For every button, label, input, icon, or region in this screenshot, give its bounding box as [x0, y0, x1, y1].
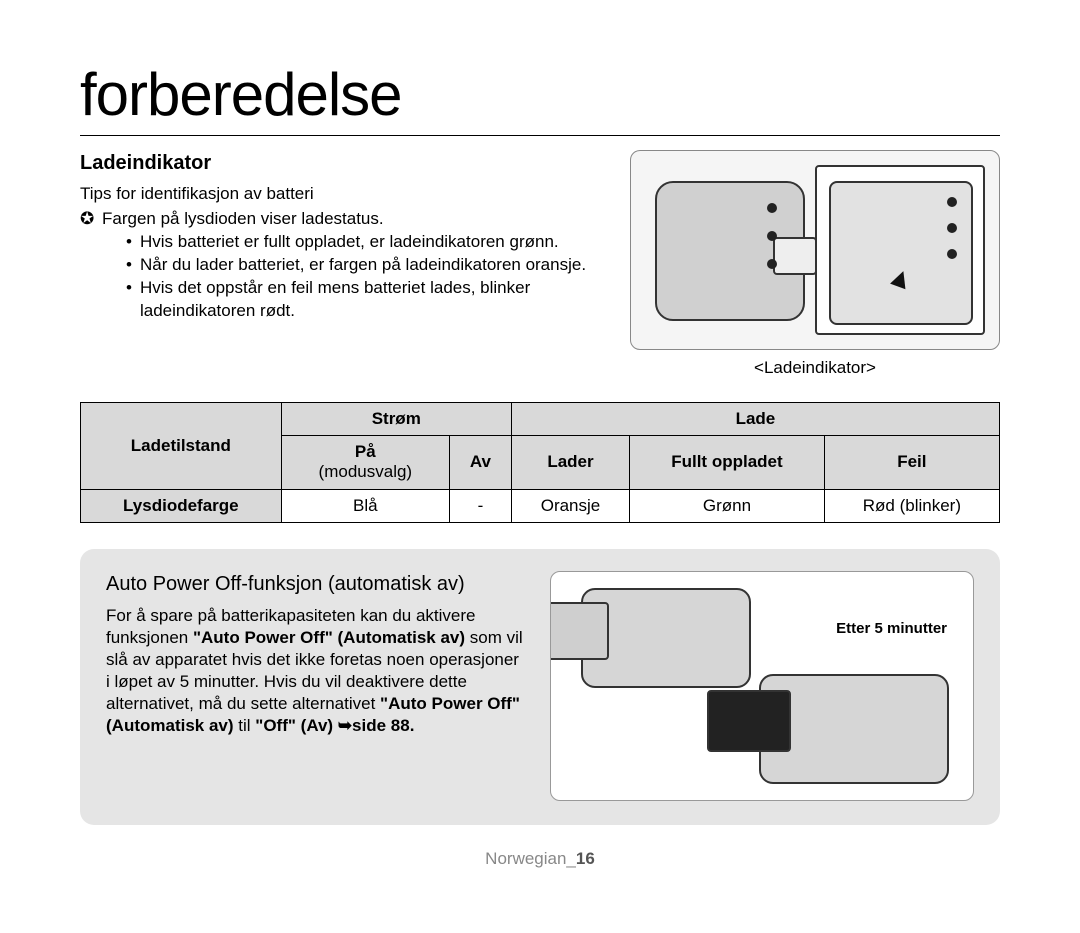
cell-off: -: [449, 489, 511, 522]
tips-intro: Tips for identifikasjon av batteri: [80, 183, 602, 206]
camera-off-icon: [759, 674, 949, 784]
page-footer: Norwegian_16: [80, 849, 1000, 869]
th-power-group: Strøm: [281, 403, 511, 436]
illustration-caption: <Ladeindikator>: [630, 358, 1000, 378]
sub-bullet-list: Hvis batteriet er fullt oppladet, er lad…: [80, 231, 602, 323]
info-heading: Auto Power Off-funksjon (automatisk av): [106, 571, 526, 597]
auto-power-off-text: Auto Power Off-funksjon (automatisk av) …: [106, 571, 526, 738]
cell-charging: Oransje: [511, 489, 629, 522]
led-color-table: Ladetilstand Strøm Lade På (modusvalg) A…: [80, 402, 1000, 523]
section-heading: Ladeindikator: [80, 150, 602, 177]
th-led-color: Lysdiodefarge: [81, 489, 282, 522]
th-charge-group: Lade: [511, 403, 999, 436]
cell-full: Grønn: [630, 489, 825, 522]
cell-on: Blå: [281, 489, 449, 522]
port-detail-inset: [815, 165, 985, 335]
footer-lang: Norwegian_: [485, 849, 576, 868]
star-bullet: Fargen på lysdioden viser ladestatus.: [80, 208, 602, 231]
bullet-item: Hvis batteriet er fullt oppladet, er lad…: [126, 231, 602, 254]
page-ref: ➥side 88.: [338, 716, 415, 735]
bullet-item: Hvis det oppstår en feil mens batteriet …: [126, 277, 602, 323]
info-paragraph: For å spare på batterikapasiteten kan du…: [106, 605, 526, 738]
text-column: Ladeindikator Tips for identifikasjon av…: [80, 150, 602, 323]
th-charging: Lader: [511, 436, 629, 490]
after-5-min-label: Etter 5 minutter: [836, 620, 947, 637]
th-on-sub: (modusvalg): [319, 462, 413, 481]
th-on-label: På: [355, 442, 376, 461]
info-bold-1: "Auto Power Off" (Automatisk av): [193, 628, 465, 647]
camera-on-icon: [581, 588, 751, 688]
info-bold-3: "Off" (Av): [255, 716, 333, 735]
page-title: forberedelse: [80, 60, 1000, 136]
th-on: På (modusvalg): [281, 436, 449, 490]
auto-power-off-box: Auto Power Off-funksjon (automatisk av) …: [80, 549, 1000, 825]
camera-outline-icon: [655, 181, 805, 321]
th-error: Feil: [824, 436, 999, 490]
charge-indicator-illustration: [630, 150, 1000, 350]
cell-error: Rød (blinker): [824, 489, 999, 522]
top-content-row: Ladeindikator Tips for identifikasjon av…: [80, 150, 1000, 378]
auto-power-off-illustration: ➔ Etter 5 minutter: [550, 571, 974, 801]
th-state: Ladetilstand: [81, 403, 282, 490]
footer-page-number: 16: [576, 849, 595, 868]
th-full: Fullt oppladet: [630, 436, 825, 490]
bullet-item: Når du lader batteriet, er fargen på lad…: [126, 254, 602, 277]
info-text-3: til: [238, 716, 255, 735]
illustration-column: <Ladeindikator>: [630, 150, 1000, 378]
th-off: Av: [449, 436, 511, 490]
